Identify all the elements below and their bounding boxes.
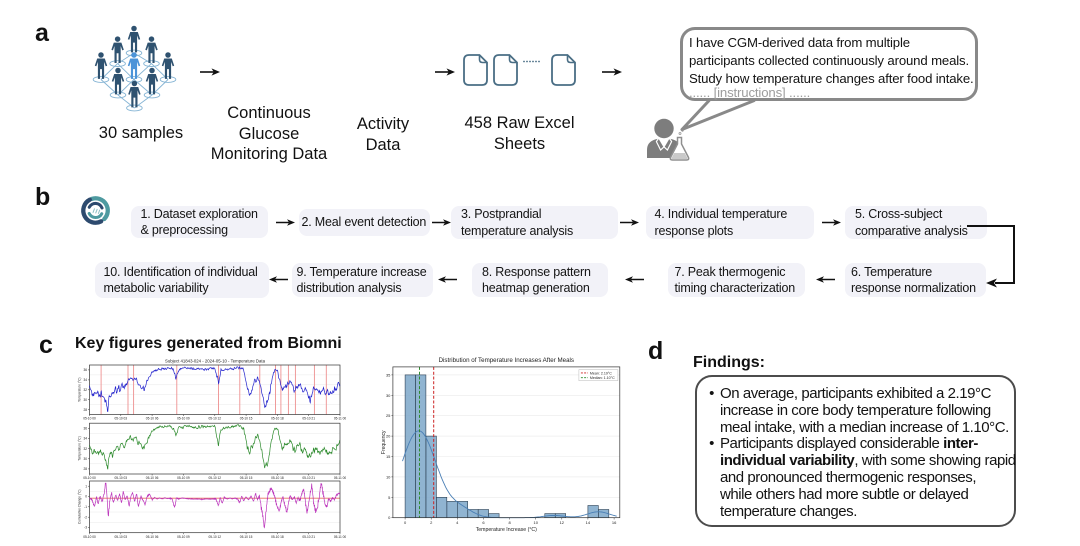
svg-text:8: 8 <box>508 520 511 525</box>
svg-text:05-10 06: 05-10 06 <box>146 476 159 480</box>
svg-text:05-10 18: 05-10 18 <box>271 535 284 539</box>
svg-text:Cumulative Change (°C): Cumulative Change (°C) <box>78 490 82 525</box>
svg-text:Frequency: Frequency <box>381 430 387 454</box>
svg-text:05-10 21: 05-10 21 <box>302 476 315 480</box>
svg-text:05-10 15: 05-10 15 <box>240 417 253 421</box>
svg-text:05-10 21: 05-10 21 <box>302 535 315 539</box>
svg-text:05-10 18: 05-10 18 <box>271 417 284 421</box>
svg-text:05-10 00: 05-10 00 <box>83 476 96 480</box>
svg-text:Temperature (°C): Temperature (°C) <box>78 436 82 460</box>
svg-text:32: 32 <box>83 388 87 392</box>
svg-text:0: 0 <box>404 520 407 525</box>
svg-text:10: 10 <box>386 474 391 479</box>
svg-text:16: 16 <box>612 520 617 525</box>
svg-text:6: 6 <box>482 520 485 525</box>
svg-text:05-10 03: 05-10 03 <box>115 417 128 421</box>
svg-text:0: 0 <box>388 515 391 520</box>
svg-text:05-10 15: 05-10 15 <box>240 535 253 539</box>
svg-text:30: 30 <box>386 393 391 398</box>
svg-text:14: 14 <box>586 520 591 525</box>
svg-text:05-10 21: 05-10 21 <box>302 417 315 421</box>
svg-text:-1: -1 <box>84 505 87 509</box>
svg-text:28: 28 <box>83 408 87 412</box>
svg-text:Subject 41843-024 - 2024-05-10: Subject 41843-024 - 2024-05-10 - Tempera… <box>165 359 266 364</box>
svg-text:32: 32 <box>83 447 87 451</box>
svg-text:30: 30 <box>83 398 87 402</box>
svg-text:35: 35 <box>386 372 391 377</box>
svg-text:05-10 09: 05-10 09 <box>177 535 190 539</box>
svg-text:-3: -3 <box>84 526 87 530</box>
svg-text:20: 20 <box>386 434 391 439</box>
svg-text:Temperature Increase (°C): Temperature Increase (°C) <box>476 527 537 533</box>
svg-text:12: 12 <box>560 520 565 525</box>
svg-text:36: 36 <box>83 427 87 431</box>
svg-text:05-10 03: 05-10 03 <box>115 476 128 480</box>
svg-text:05-10 00: 05-10 00 <box>83 535 96 539</box>
svg-text:34: 34 <box>83 378 87 382</box>
svg-text:05-10 09: 05-10 09 <box>177 476 190 480</box>
svg-text:Temperature (°C): Temperature (°C) <box>78 378 82 402</box>
svg-text:28: 28 <box>83 467 87 471</box>
svg-text:05-10 12: 05-10 12 <box>209 535 222 539</box>
svg-text:10: 10 <box>533 520 538 525</box>
svg-text:15: 15 <box>386 454 391 459</box>
svg-text:05-10 12: 05-10 12 <box>209 417 222 421</box>
svg-text:05-10 00: 05-10 00 <box>83 417 96 421</box>
svg-text:05-11 00: 05-11 00 <box>334 535 347 539</box>
svg-text:05-10 03: 05-10 03 <box>115 535 128 539</box>
svg-text:05-11 00: 05-11 00 <box>334 476 347 480</box>
svg-text:-2: -2 <box>84 515 87 519</box>
svg-text:05-11 00: 05-11 00 <box>334 417 347 421</box>
svg-text:4: 4 <box>456 520 459 525</box>
svg-text:Median: 1.10°C: Median: 1.10°C <box>590 376 615 380</box>
svg-text:34: 34 <box>83 437 87 441</box>
svg-text:36: 36 <box>83 368 87 372</box>
svg-text:05-10 09: 05-10 09 <box>177 417 190 421</box>
svg-text:05-10 18: 05-10 18 <box>271 476 284 480</box>
svg-text:1: 1 <box>85 484 87 488</box>
svg-text:2: 2 <box>430 520 433 525</box>
svg-text:05-10 15: 05-10 15 <box>240 476 253 480</box>
svg-text:5: 5 <box>388 495 391 500</box>
svg-text:05-10 06: 05-10 06 <box>146 417 159 421</box>
svg-text:05-10 06: 05-10 06 <box>146 535 159 539</box>
svg-text:30: 30 <box>83 457 87 461</box>
svg-text:25: 25 <box>386 413 391 418</box>
svg-text:05-10 12: 05-10 12 <box>209 476 222 480</box>
svg-text:Mean: 2.19°C: Mean: 2.19°C <box>590 371 612 375</box>
svg-text:Distribution of Temperature In: Distribution of Temperature Increases Af… <box>439 357 574 364</box>
svg-text:0: 0 <box>85 495 87 499</box>
